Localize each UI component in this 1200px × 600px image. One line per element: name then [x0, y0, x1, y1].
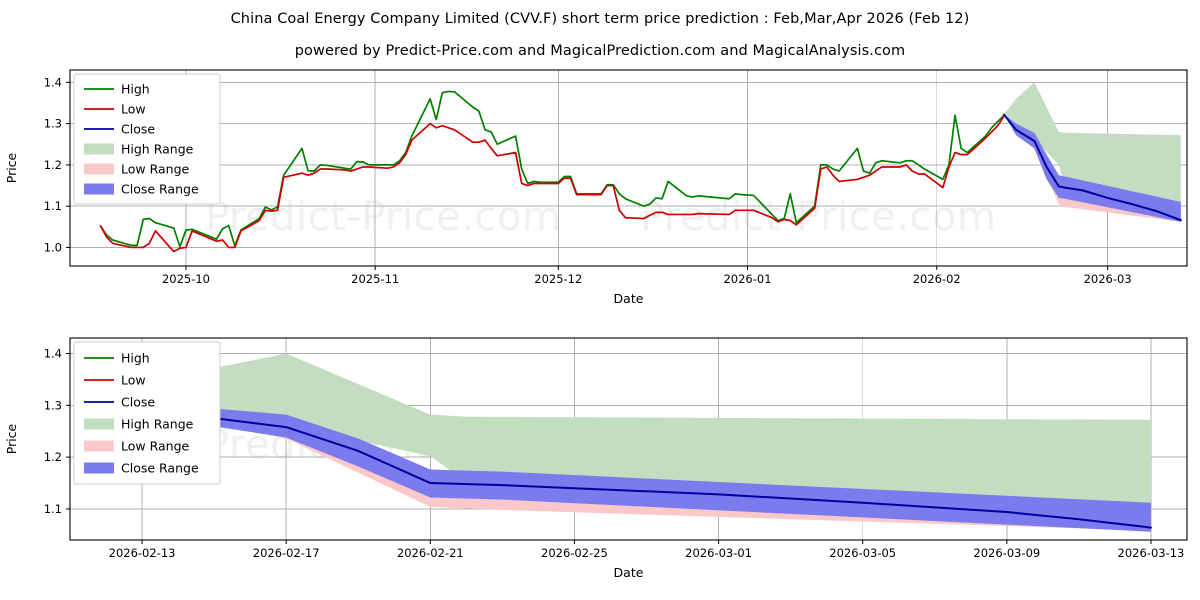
y-tick-label: 1.1 — [44, 502, 62, 516]
legend-label: Low Range — [121, 439, 190, 454]
x-tick-label: 2026-03-01 — [685, 546, 752, 560]
y-axis-title: Price — [4, 152, 19, 183]
x-tick-label: 2026-03-13 — [1118, 546, 1185, 560]
legend-swatch-patch — [84, 163, 114, 175]
legend-label: Close — [121, 395, 155, 410]
x-tick-label: 2026-02-13 — [109, 546, 176, 560]
x-tick-label: 2025-12 — [534, 272, 582, 286]
legend-label: Low — [121, 373, 146, 388]
band-high-range — [1003, 82, 1181, 207]
y-tick-label: 1.3 — [44, 117, 62, 131]
x-tick-label: 2026-01 — [723, 272, 771, 286]
legend-label: Close Range — [121, 182, 199, 197]
range-bands — [1003, 82, 1181, 222]
x-tick-label: 2026-03-09 — [973, 546, 1040, 560]
watermark: Predict-Price.com — [640, 194, 996, 240]
plot-frame — [69, 337, 1188, 541]
x-tick-label: 2026-02-25 — [541, 546, 608, 560]
series-close — [1002, 113, 1182, 222]
top-chart: Predict-Price.com Predict-Price.com 1.0 1.1… — [0, 62, 1200, 324]
legend-swatch-patch — [84, 440, 114, 452]
range-bands — [106, 353, 1151, 532]
band-close-range — [1003, 114, 1181, 222]
x-tick-label: 2026-02-21 — [397, 546, 464, 560]
x-axis-title: Date — [614, 565, 644, 580]
legend-swatch-patch — [84, 183, 114, 195]
x-tick-label: 2025-10 — [162, 272, 210, 286]
y-axis-title: Price — [4, 423, 19, 454]
page-title: China Coal Energy Company Limited (CVV.F… — [230, 11, 970, 27]
series-high — [99, 90, 1005, 248]
legend-label: High Range — [121, 417, 194, 432]
title-block: China Coal Energy Company Limited (CVV.F… — [0, 0, 1200, 59]
band-close-range — [106, 404, 1151, 532]
bottom-chart: Predict-Price.comPredict-Price.com1.11.2… — [0, 330, 1200, 598]
x-tick-label: 2026-02 — [913, 272, 961, 286]
series-lines — [99, 90, 1182, 253]
y-tick-label: 1.3 — [44, 398, 62, 412]
y-tick-label: 1.0 — [44, 240, 62, 254]
series-low — [99, 115, 1005, 253]
band-high-range — [106, 353, 1151, 510]
legend-swatch-patch — [84, 143, 114, 155]
y-tick-label: 1.1 — [44, 199, 62, 213]
chart-legend: High Low Close High Range Low Range Close Ran… — [73, 341, 221, 485]
y-tick-label: 1.4 — [44, 75, 62, 89]
legend-label: Low Range — [121, 162, 190, 177]
x-tick-label: 2026-03 — [1084, 272, 1132, 286]
legend-label: High — [121, 82, 150, 97]
legend-label: Close Range — [121, 461, 199, 476]
legend-swatch-patch — [84, 462, 114, 474]
legend-label: Close — [121, 122, 155, 137]
series-lines — [105, 403, 1152, 529]
legend-swatch-patch — [84, 418, 114, 430]
chart-legend: High Low Close High Range Low Range Close Ran… — [73, 73, 221, 205]
x-tick-label: 2026-02-17 — [253, 546, 320, 560]
watermark: Predict-Price.com — [205, 194, 561, 240]
x-axis-title: Date — [614, 291, 644, 306]
legend-label: High Range — [121, 142, 194, 157]
page-subtitle: powered by Predict-Price.com and Magical… — [294, 43, 906, 59]
legend-label: Low — [121, 102, 146, 117]
x-tick-label: 2026-03-05 — [829, 546, 896, 560]
legend-label: High — [121, 351, 150, 366]
y-tick-label: 1.2 — [44, 450, 62, 464]
x-tick-label: 2025-11 — [351, 272, 399, 286]
plot-frame — [69, 69, 1188, 267]
y-tick-label: 1.2 — [44, 158, 62, 172]
y-tick-label: 1.4 — [44, 347, 62, 361]
series-close — [105, 403, 1152, 529]
